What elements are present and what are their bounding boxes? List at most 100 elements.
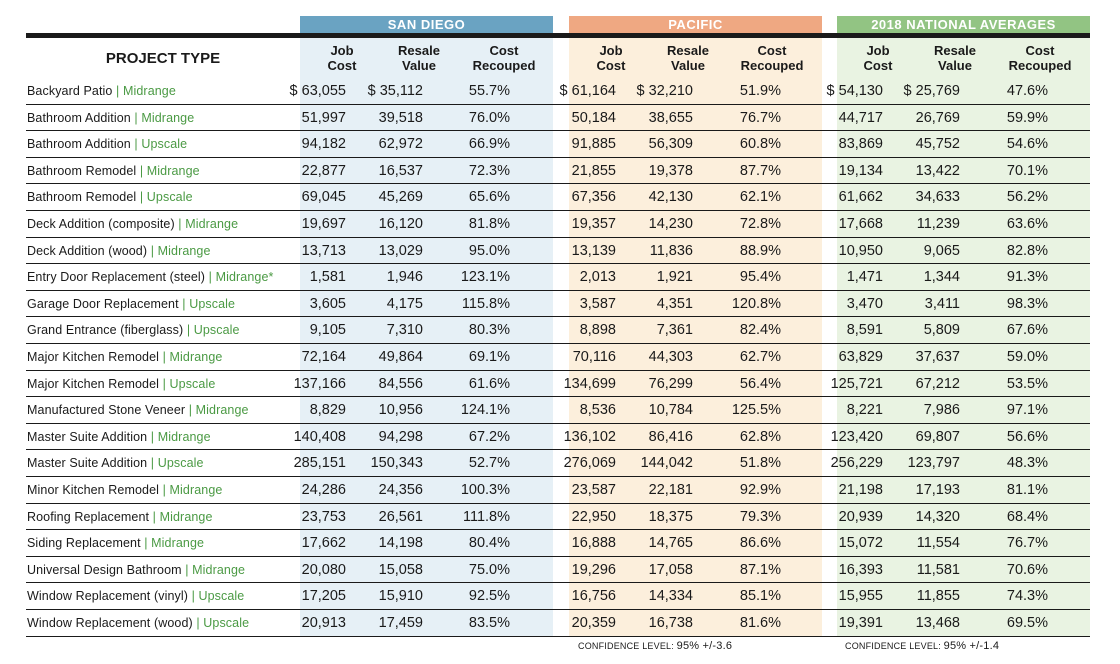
pacific-cost-recouped-cell: 120.8% [731, 295, 781, 312]
san-diego-job-cost-cell: 94,182 [301, 136, 346, 153]
national-resale-value-cell: $ 25,769 [903, 83, 960, 99]
pacific-resale-value-cell: 44,303 [648, 349, 693, 365]
national-resale-value-cell: 3,411 [924, 295, 960, 312]
table-row: Backyard Patio | Midrange $ 63,055 $ 35,11… [26, 78, 1090, 105]
pacific-resale-value-cell: 7,361 [656, 322, 693, 339]
san-diego-cost-recouped-cell: 75.0% [468, 561, 510, 578]
pacific-job-cost-cell: 13,139 [571, 242, 616, 259]
project-name-cell: Bathroom Remodel | Midrange [27, 158, 200, 184]
san-diego-job-cost-cell: 69,045 [301, 189, 346, 206]
pacific-job-cost-cell: 134,699 [563, 375, 616, 392]
row-divider [26, 209, 1090, 211]
national-cost-recouped-cell: 56.2% [1006, 189, 1048, 206]
project-name: Window Replacement (wood) [27, 616, 193, 630]
project-tier: Midrange [192, 562, 246, 577]
national-resale-value-cell: 123,797 [907, 455, 960, 472]
pacific-cost-recouped-cell: 87.1% [739, 561, 781, 578]
project-name: Backyard Patio [27, 84, 113, 98]
project-name: Bathroom Remodel [27, 190, 137, 205]
project-name-cell: Entry Door Replacement (steel) | Midrang… [27, 264, 273, 290]
san-diego-resale-value-header: Resale Value [398, 43, 440, 73]
row-divider [26, 316, 1090, 318]
table-row: Siding Replacement | Midrange 17,662 14,19… [26, 530, 1090, 557]
table-row: Bathroom Remodel | Midrange 22,877 16,537 7… [26, 158, 1090, 185]
project-name-cell: Bathroom Addition | Midrange [27, 105, 194, 131]
tier-separator: | [159, 376, 170, 391]
pacific-resale-value-cell: 10,784 [648, 402, 693, 419]
project-name: Entry Door Replacement (steel) [27, 270, 206, 285]
project-tier: Upscale [169, 376, 216, 391]
project-type-header: PROJECT TYPE [105, 49, 221, 67]
national-confidence: CONFIDENCE LEVEL: 95% +/-1.4 [845, 640, 999, 652]
san-diego-cost-recouped-cell: 123.1% [460, 269, 510, 286]
pacific-resale-value-cell: 76,299 [648, 375, 693, 392]
national-job-cost-cell: 19,134 [838, 162, 883, 179]
san-diego-resale-value-cell: 45,269 [378, 189, 423, 206]
row-divider [26, 635, 1090, 637]
national-resale-value-cell: 11,239 [916, 216, 960, 232]
national-job-cost-cell: 256,229 [830, 455, 883, 472]
san-diego-job-cost-cell: 8,829 [309, 402, 346, 419]
project-tier: Upscale [141, 137, 188, 152]
san-diego-resale-value-cell: $ 35,112 [367, 83, 423, 99]
tier-separator: | [183, 323, 194, 338]
national-resale-value-cell: 14,320 [915, 508, 960, 525]
pacific-job-cost-cell: 276,069 [563, 455, 616, 472]
region-header-pacific: PACIFIC [569, 16, 822, 33]
national-resale-value-cell: 34,633 [915, 189, 960, 206]
project-tier: Midrange [169, 483, 223, 497]
project-tier: Midrange [151, 536, 205, 551]
pacific-cost-recouped-cell: 82.4% [739, 322, 781, 339]
project-name: Minor Kitchen Remodel [27, 483, 160, 497]
table-row: Window Replacement (wood) | Upscale 20,91… [26, 610, 1090, 637]
pacific-cost-recouped-cell: 125.5% [731, 402, 781, 419]
row-divider [26, 183, 1090, 185]
pacific-job-cost-cell: 8,536 [579, 402, 616, 419]
national-resale-value-cell: 7,986 [923, 402, 960, 419]
national-job-cost-cell: 8,221 [846, 402, 883, 419]
national-cost-recouped-cell: 63.6% [1006, 216, 1048, 232]
pacific-resale-value-cell: 14,334 [648, 588, 693, 605]
national-resale-value-header: Resale Value [934, 43, 976, 73]
national-job-cost-cell: 19,391 [838, 615, 883, 631]
san-diego-cost-recouped-cell: 52.7% [468, 455, 510, 472]
row-divider [26, 342, 1090, 344]
pacific-job-cost-cell: 22,950 [571, 508, 616, 525]
national-resale-value-cell: 17,193 [915, 482, 960, 498]
national-resale-value-cell: 69,807 [915, 428, 960, 445]
table-top-rule [26, 33, 1090, 38]
san-diego-job-cost-cell: 285,151 [293, 455, 346, 472]
national-job-cost-cell: 1,471 [846, 269, 883, 286]
tier-separator: | [147, 243, 158, 258]
row-divider [26, 422, 1090, 424]
table-row: Universal Design Bathroom | Midrange 20,0… [26, 557, 1090, 584]
tier-separator: | [192, 616, 204, 630]
tier-separator: | [147, 429, 158, 444]
national-job-cost-cell: 8,591 [846, 322, 883, 339]
pacific-resale-value-cell: 18,375 [648, 508, 693, 525]
san-diego-cost-recouped-cell: 115.8% [461, 295, 510, 312]
project-tier: Midrange [122, 84, 176, 98]
pacific-cost-recouped-cell: 62.1% [739, 189, 781, 206]
table-row: Manufactured Stone Veneer | Midrange 8,82… [26, 397, 1090, 424]
project-name-cell: Major Kitchen Remodel | Midrange [27, 344, 222, 370]
pacific-resale-value-cell: 56,309 [648, 136, 693, 153]
pacific-cost-recouped-cell: 56.4% [739, 375, 781, 392]
national-resale-value-cell: 37,637 [915, 349, 960, 365]
san-diego-job-cost-cell: 17,662 [301, 535, 346, 552]
san-diego-cost-recouped-cell: 100.3% [460, 482, 510, 498]
pacific-cost-recouped-cell: 92.9% [739, 482, 781, 498]
tier-separator: | [174, 217, 186, 231]
pacific-cost-recouped-header: Cost Recouped [740, 43, 804, 73]
pacific-resale-value-cell: 42,130 [648, 189, 693, 206]
tier-separator: | [112, 84, 123, 98]
national-resale-value-cell: 13,468 [915, 615, 960, 631]
national-job-cost-cell: 17,668 [838, 216, 883, 232]
tier-separator: | [185, 403, 196, 418]
national-resale-value-cell: 1,344 [923, 269, 960, 286]
project-name: Window Replacement (vinyl) [27, 589, 188, 604]
project-name: Master Suite Addition [27, 456, 148, 471]
row-divider [26, 582, 1090, 584]
san-diego-resale-value-cell: 7,310 [386, 322, 423, 339]
national-cost-recouped-cell: 70.6% [1006, 561, 1048, 578]
